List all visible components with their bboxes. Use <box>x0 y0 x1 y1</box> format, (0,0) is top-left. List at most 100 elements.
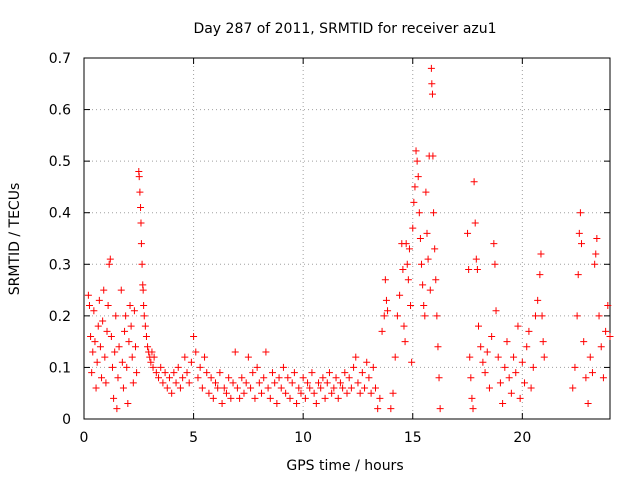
data-point <box>575 229 583 237</box>
data-point <box>118 358 126 366</box>
data-point <box>297 389 305 397</box>
data-point <box>367 389 375 397</box>
data-point <box>518 358 526 366</box>
x-tick-label: 20 <box>513 430 531 446</box>
data-point <box>91 338 99 346</box>
data-point <box>410 198 418 206</box>
data-point <box>279 363 287 371</box>
data-point <box>299 374 307 382</box>
data-point <box>137 240 145 248</box>
data-point <box>418 260 426 268</box>
data-point <box>119 384 127 392</box>
data-point <box>501 363 509 371</box>
data-point <box>113 405 121 413</box>
data-point <box>354 379 362 387</box>
data-point <box>236 394 244 402</box>
data-point <box>192 348 200 356</box>
data-point <box>576 209 584 217</box>
data-point <box>328 389 336 397</box>
data-point <box>325 369 333 377</box>
data-point <box>238 374 246 382</box>
data-point <box>137 219 145 227</box>
data-point <box>409 224 417 232</box>
data-point <box>255 379 263 387</box>
data-point <box>413 157 421 165</box>
data-point <box>87 332 95 340</box>
gridlines <box>84 58 610 419</box>
data-point <box>503 338 511 346</box>
data-point <box>401 338 409 346</box>
data-point <box>203 369 211 377</box>
data-point <box>432 276 440 284</box>
data-point <box>408 358 416 366</box>
data-point <box>571 363 579 371</box>
data-point <box>420 302 428 310</box>
data-point <box>464 229 472 237</box>
data-point <box>98 374 106 382</box>
data-point <box>592 250 600 258</box>
data-point <box>290 369 298 377</box>
data-point <box>103 327 111 335</box>
data-point <box>244 353 252 361</box>
data-point <box>107 332 115 340</box>
data-point <box>125 338 133 346</box>
data-point <box>133 369 141 377</box>
data-point <box>165 374 173 382</box>
data-point <box>100 286 108 294</box>
data-point <box>220 384 228 392</box>
data-point <box>260 374 268 382</box>
data-point <box>138 260 146 268</box>
data-point <box>155 374 163 382</box>
data-point <box>606 332 614 340</box>
data-point <box>126 302 134 310</box>
data-point <box>588 369 596 377</box>
data-point <box>593 235 601 242</box>
data-point <box>384 307 392 315</box>
data-point <box>339 384 347 392</box>
data-point <box>490 240 498 248</box>
data-point <box>538 312 546 320</box>
data-point <box>121 327 129 335</box>
data-point <box>356 389 364 397</box>
data-point <box>101 353 109 361</box>
data-point <box>419 281 427 289</box>
data-point <box>149 363 157 371</box>
data-point <box>521 379 529 387</box>
data-point <box>179 374 187 382</box>
data-point <box>382 296 390 304</box>
data-point <box>537 250 545 258</box>
y-tick-label: 0.5 <box>49 154 71 170</box>
data-point <box>499 400 507 408</box>
data-point <box>470 178 478 186</box>
data-point <box>105 260 113 268</box>
data-point <box>467 374 475 382</box>
data-point <box>196 363 204 371</box>
data-point <box>268 369 276 377</box>
data-point <box>483 348 491 356</box>
data-point <box>399 265 407 273</box>
data-point <box>599 374 607 382</box>
data-point <box>523 343 531 351</box>
data-point <box>161 369 169 377</box>
data-point <box>205 389 213 397</box>
data-point <box>371 384 379 392</box>
data-point <box>387 405 395 413</box>
data-point <box>123 363 131 371</box>
data-point <box>580 338 588 346</box>
data-point <box>293 400 301 408</box>
data-point <box>424 255 432 263</box>
data-point <box>321 394 329 402</box>
data-point <box>527 384 535 392</box>
data-point <box>95 296 103 304</box>
data-point <box>315 379 323 387</box>
data-point <box>393 312 401 320</box>
data-point <box>323 379 331 387</box>
data-point <box>485 384 493 392</box>
data-point <box>510 353 518 361</box>
data-point <box>183 369 191 377</box>
data-point <box>488 332 496 340</box>
data-point <box>531 312 539 320</box>
data-point <box>591 260 599 268</box>
data-point <box>492 307 500 315</box>
data-point <box>174 363 182 371</box>
